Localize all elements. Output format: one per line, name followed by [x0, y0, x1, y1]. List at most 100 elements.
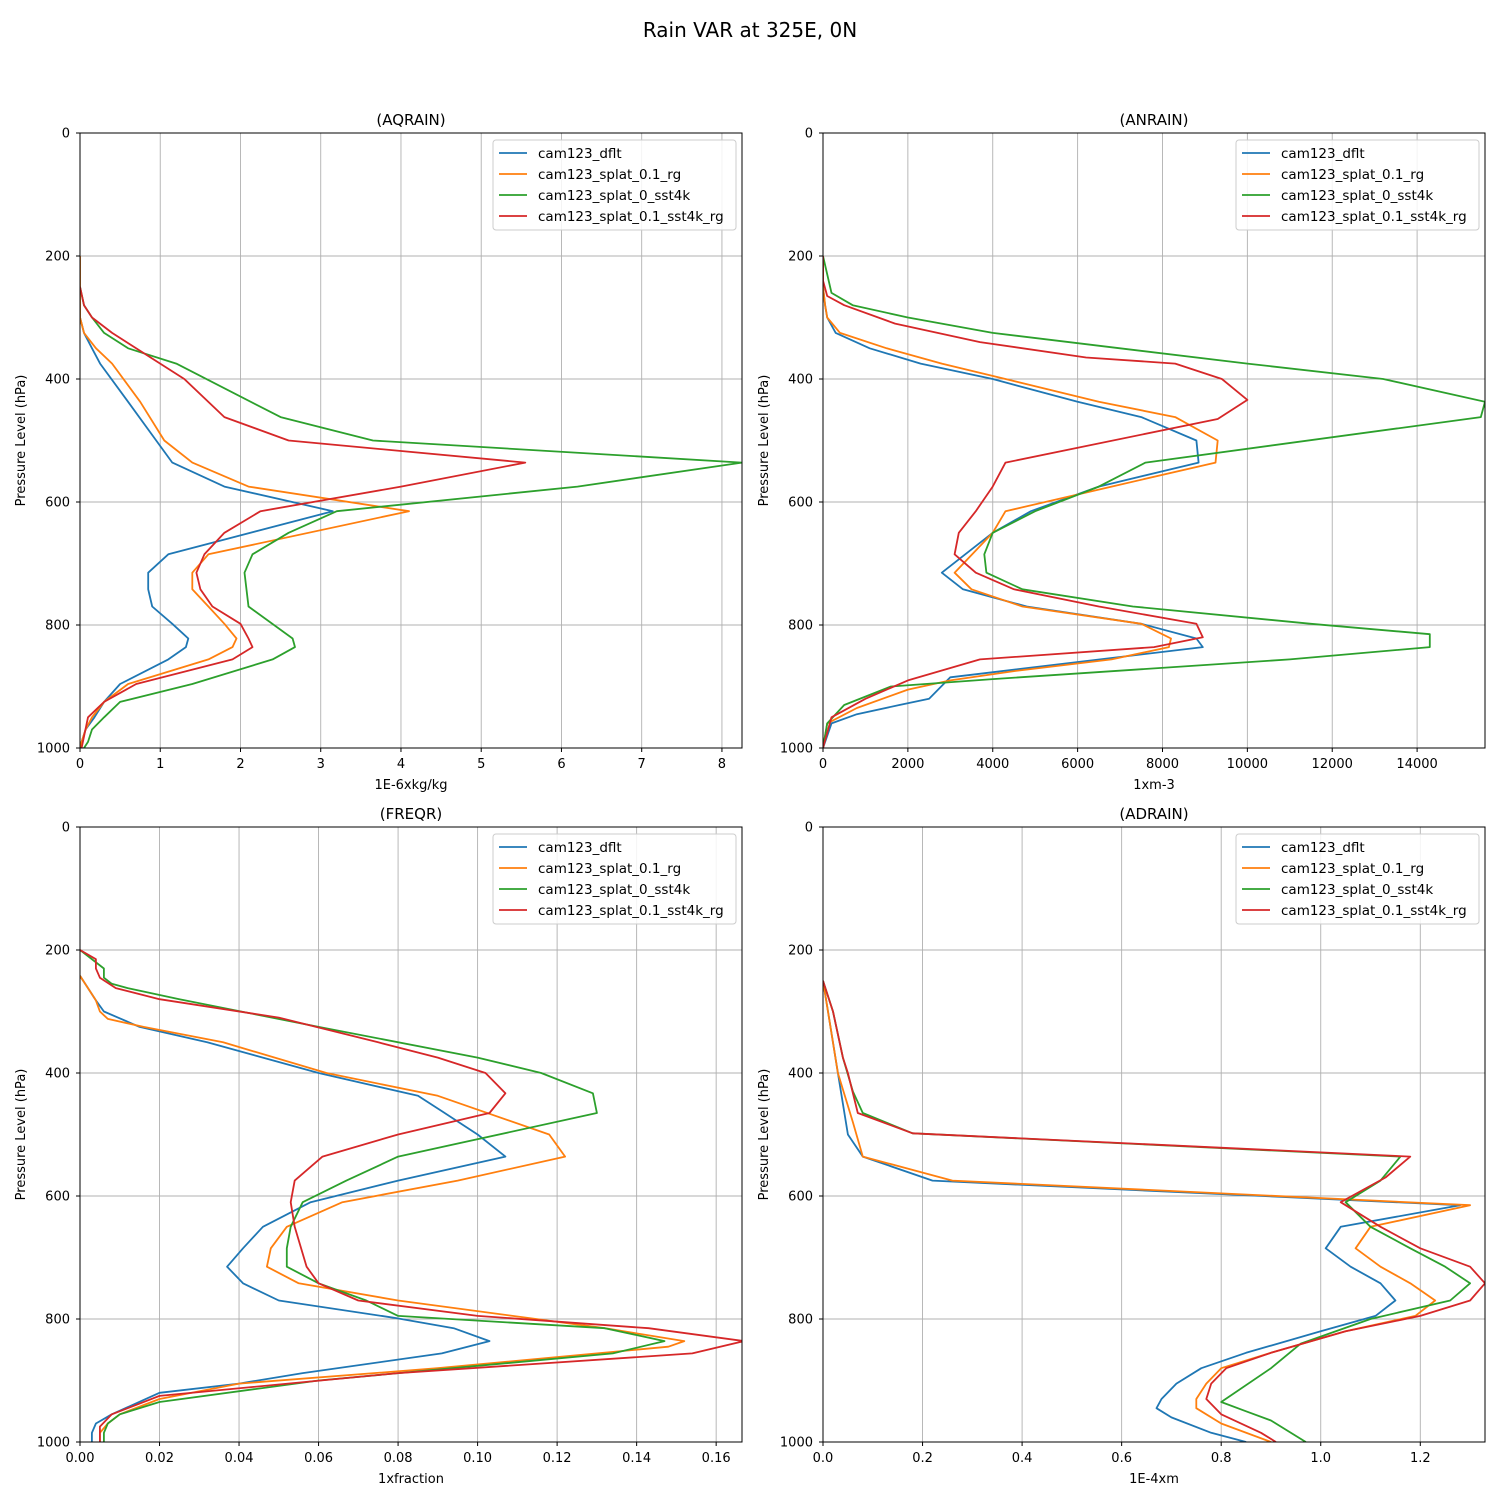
subplot-title: (AQRAIN): [376, 111, 445, 129]
y-tick-label: 1000: [37, 742, 70, 757]
legend: cam123_dflt cam123_splat_0.1_rg cam123_spl…: [492, 833, 737, 925]
subplot-aqrain: 0 1 2 3 4 5 6 7 8 0 200 400 600 800 1000 (AQRAIN) 1E-6xk…: [14, 111, 743, 793]
y-tick-label: 800: [45, 619, 70, 634]
x-tick-label: 8: [718, 757, 726, 772]
legend-item: cam123_splat_0.1_sst4k_rg: [1242, 209, 1467, 225]
x-tick-label: 0.8: [1211, 1451, 1232, 1466]
subplot-adrain: 0.0 0.2 0.4 0.6 0.8 1.0 1.2 0 200 400 600 800 1000 (A…: [757, 805, 1486, 1487]
series-line-cam123_splat_0.1_sst4k_rg: [80, 949, 742, 1442]
legend-label: cam123_splat_0_sst4k: [538, 882, 690, 898]
x-tick-label: 1: [156, 757, 164, 772]
x-tick-label: 0.2: [912, 1451, 933, 1466]
y-tick-label: 800: [788, 619, 813, 634]
x-tick-label: 7: [638, 757, 646, 772]
x-tick-label: 0.4: [1012, 1451, 1033, 1466]
y-tick-label: 600: [788, 1190, 813, 1205]
series-group: [80, 256, 742, 748]
y-tick-label: 1000: [780, 742, 813, 757]
x-tick-label: 0: [819, 757, 827, 772]
x-tick-label: 0.08: [384, 1451, 413, 1466]
y-axis-label: Pressure Level (hPa): [14, 375, 29, 507]
legend-label: cam123_splat_0.1_rg: [1281, 861, 1424, 877]
x-tick-label: 0.0: [813, 1451, 834, 1466]
y-tick-label: 400: [788, 1067, 813, 1082]
legend-item: cam123_splat_0_sst4k: [499, 882, 690, 898]
x-axis-label: 1xfraction: [378, 1472, 444, 1487]
x-tick-label: 5: [477, 757, 485, 772]
axes-frame: [79, 132, 743, 749]
x-tick-label: 4: [397, 757, 405, 772]
series-group: [823, 980, 1485, 1442]
series-line-cam123_dflt: [80, 975, 507, 1442]
legend-box: [492, 139, 737, 231]
legend-label: cam123_splat_0.1_sst4k_rg: [1281, 209, 1467, 225]
legend-item: cam123_splat_0.1_rg: [1242, 861, 1424, 877]
legend-item: cam123_splat_0.1_rg: [1242, 167, 1424, 183]
x-tick-label: 0.00: [66, 1451, 95, 1466]
series-line-cam123_dflt: [823, 980, 1461, 1442]
legend-label: cam123_splat_0.1_sst4k_rg: [538, 209, 724, 225]
x-tick-label: 0.16: [702, 1451, 731, 1466]
x-axis-label: 1xm-3: [1133, 778, 1175, 793]
series-line-cam123_splat_0_sst4k: [823, 255, 1485, 748]
legend-label: cam123_splat_0.1_rg: [538, 861, 681, 877]
y-tick-label: 200: [45, 250, 70, 265]
subplots: 0 1 2 3 4 5 6 7 8 0 200 400 600 800 1000 (AQRAIN) 1E-6xk…: [14, 111, 1486, 1487]
legend-item: cam123_splat_0.1_rg: [499, 861, 681, 877]
x-tick-label: 6000: [1061, 757, 1094, 772]
y-tick-label: 0: [62, 127, 70, 142]
x-tick-label: 0.14: [622, 1451, 651, 1466]
x-axis-label: 1E-6xkg/kg: [374, 778, 447, 793]
axes-frame: [79, 826, 743, 1443]
y-tick-label: 200: [788, 250, 813, 265]
x-tick-label: 0.12: [543, 1451, 572, 1466]
x-tick-label: 0.10: [463, 1451, 492, 1466]
series-line-cam123_splat_0_sst4k: [80, 949, 666, 1442]
legend: cam123_dflt cam123_splat_0.1_rg cam123_spl…: [1235, 139, 1480, 231]
legend-item: cam123_splat_0.1_sst4k_rg: [1242, 903, 1467, 919]
series-line-cam123_splat_0.1_sst4k_rg: [80, 286, 527, 748]
y-tick-label: 0: [805, 127, 813, 142]
subplot-anrain: 0 2000 4000 6000 8000 10000 12000 14000 0 200 400 6…: [757, 111, 1486, 793]
x-tick-label: 6: [557, 757, 565, 772]
legend-label: cam123_dflt: [538, 146, 622, 162]
y-tick-label: 400: [45, 1067, 70, 1082]
axes-frame: [822, 826, 1486, 1443]
legend-item: cam123_dflt: [1242, 840, 1365, 856]
x-tick-label: 0: [76, 757, 84, 772]
legend-label: cam123_splat_0_sst4k: [1281, 188, 1433, 204]
legend-label: cam123_splat_0.1_sst4k_rg: [1281, 903, 1467, 919]
legend-item: cam123_dflt: [499, 146, 622, 162]
legend-box: [1235, 833, 1480, 925]
x-tick-label: 0.04: [225, 1451, 254, 1466]
x-tick-label: 10000: [1227, 757, 1268, 772]
y-tick-label: 600: [45, 496, 70, 511]
subplot-title: (FREQR): [380, 805, 442, 823]
y-axis-label: Pressure Level (hPa): [757, 1069, 772, 1201]
legend-label: cam123_dflt: [1281, 840, 1365, 856]
x-tick-label: 8000: [1146, 757, 1179, 772]
x-tick-label: 2: [236, 757, 244, 772]
legend-label: cam123_dflt: [1281, 146, 1365, 162]
legend-label: cam123_splat_0.1_rg: [1281, 167, 1424, 183]
x-tick-label: 0.06: [304, 1451, 333, 1466]
subplot-title: (ADRAIN): [1119, 805, 1188, 823]
y-tick-label: 800: [45, 1313, 70, 1328]
legend-item: cam123_splat_0_sst4k: [1242, 882, 1433, 898]
subplot-freqr: 0.00 0.02 0.04 0.06 0.08 0.10 0.12 0.14 0.16 0 200…: [14, 805, 743, 1487]
series-line-cam123_splat_0_sst4k: [80, 286, 742, 748]
y-tick-label: 200: [788, 944, 813, 959]
y-tick-label: 400: [788, 373, 813, 388]
legend-label: cam123_splat_0_sst4k: [538, 188, 690, 204]
y-axis-label: Pressure Level (hPa): [14, 1069, 29, 1201]
x-tick-label: 2000: [891, 757, 924, 772]
x-tick-label: 0.6: [1111, 1451, 1132, 1466]
x-tick-label: 0.02: [145, 1451, 174, 1466]
legend-label: cam123_splat_0.1_sst4k_rg: [538, 903, 724, 919]
legend: cam123_dflt cam123_splat_0.1_rg cam123_spl…: [1235, 833, 1480, 925]
y-tick-label: 800: [788, 1313, 813, 1328]
y-axis-label: Pressure Level (hPa): [757, 375, 772, 507]
x-tick-label: 3: [317, 757, 325, 772]
